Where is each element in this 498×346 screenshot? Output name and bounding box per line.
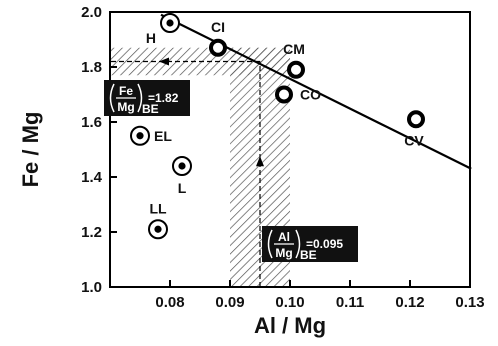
y-tick-label: 2.0 bbox=[81, 4, 102, 21]
point-label-l: L bbox=[178, 180, 187, 196]
label-denominator: Mg bbox=[117, 100, 134, 114]
y-tick-label: 1.4 bbox=[81, 169, 103, 186]
x-tick-label: 0.13 bbox=[455, 294, 484, 311]
y-axis-title: Fe / Mg bbox=[18, 112, 43, 188]
x-tick-label: 0.12 bbox=[395, 294, 424, 311]
label-numerator: Fe bbox=[119, 84, 133, 98]
y-tick-label: 1.0 bbox=[81, 279, 102, 296]
tick-labels: 0.08 0.09 0.10 0.11 0.12 0.13 1.0 1.2 1.4 1.6 1.8 2… bbox=[81, 4, 484, 311]
point-dot-ll bbox=[154, 225, 162, 233]
point-label-ci: CI bbox=[211, 19, 225, 35]
point-label-co: CO bbox=[300, 87, 321, 103]
y-tick-label: 1.2 bbox=[81, 224, 102, 241]
point-label-ll: LL bbox=[149, 200, 167, 216]
up-arrow-icon bbox=[256, 156, 264, 167]
point-cm bbox=[287, 60, 305, 79]
y-tick-label: 1.6 bbox=[81, 114, 102, 131]
x-tick-label: 0.09 bbox=[215, 294, 244, 311]
x-tick-label: 0.10 bbox=[275, 294, 304, 311]
label-value: =0.095 bbox=[306, 237, 343, 251]
point-dot-el bbox=[136, 132, 144, 140]
point-cv bbox=[407, 110, 425, 129]
point-label-h: H bbox=[146, 30, 156, 46]
point-label-cv: CV bbox=[404, 132, 424, 148]
data-points bbox=[130, 13, 425, 240]
y-tick-label: 1.8 bbox=[81, 59, 102, 76]
left-paren-icon bbox=[109, 83, 115, 113]
point-dot-l bbox=[178, 162, 186, 170]
point-dot-h bbox=[166, 19, 174, 27]
left-paren-icon bbox=[267, 229, 273, 259]
point-co bbox=[275, 85, 293, 104]
x-tick-label: 0.11 bbox=[336, 294, 364, 311]
x-axis-title: Al / Mg bbox=[254, 313, 326, 338]
right-paren-icon bbox=[137, 83, 143, 113]
point-ci bbox=[209, 38, 227, 57]
right-paren-icon bbox=[295, 229, 301, 259]
label-numerator: Al bbox=[278, 230, 290, 244]
bulk-earth-guides bbox=[110, 57, 264, 287]
left-arrow-icon bbox=[159, 57, 169, 66]
point-label-cm: CM bbox=[283, 41, 305, 57]
axis-ticks bbox=[110, 11, 471, 288]
trend-line bbox=[160, 13, 472, 170]
label-denominator: Mg bbox=[275, 246, 292, 260]
label-subscript: BE bbox=[300, 248, 317, 262]
point-label-el: EL bbox=[154, 128, 172, 144]
label-subscript: BE bbox=[142, 102, 159, 116]
label-value: =1.82 bbox=[148, 91, 179, 105]
x-tick-label: 0.08 bbox=[155, 294, 184, 311]
